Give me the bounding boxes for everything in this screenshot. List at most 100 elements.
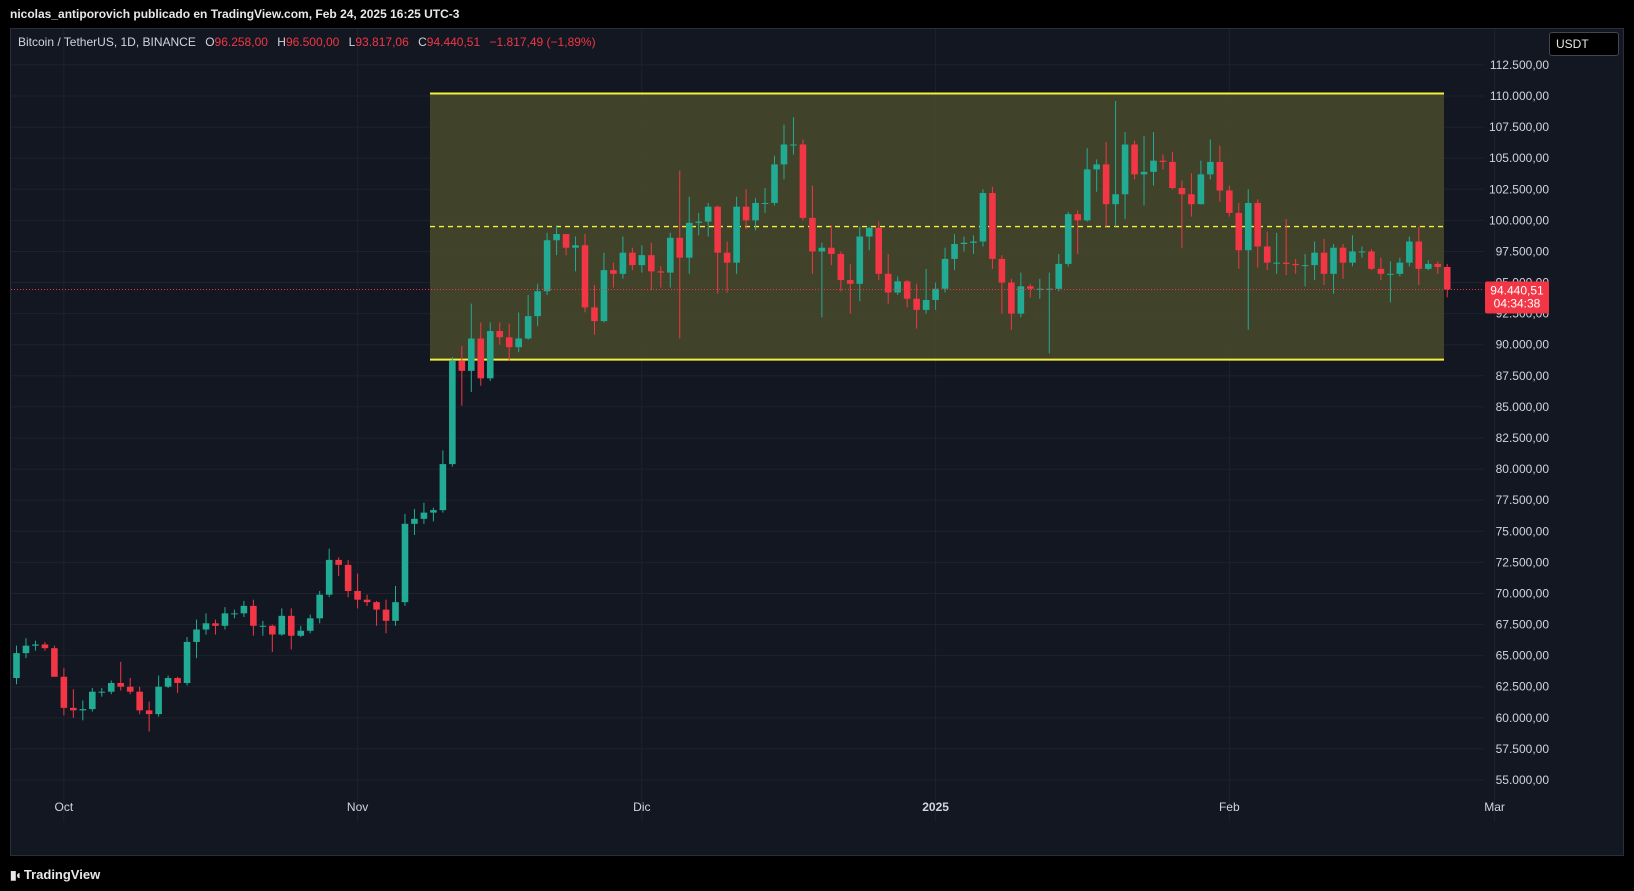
candle[interactable] xyxy=(657,266,665,288)
candle[interactable] xyxy=(306,614,314,634)
candle[interactable] xyxy=(951,234,958,271)
candle[interactable] xyxy=(335,557,342,577)
candle[interactable] xyxy=(1140,135,1148,206)
candle[interactable] xyxy=(534,283,541,327)
candle[interactable] xyxy=(325,548,333,598)
candle[interactable] xyxy=(13,645,20,685)
candle[interactable] xyxy=(638,245,646,273)
candle[interactable] xyxy=(316,590,323,624)
candle[interactable] xyxy=(619,236,627,279)
candle[interactable] xyxy=(126,678,134,695)
candle[interactable] xyxy=(259,620,267,636)
candle[interactable] xyxy=(600,252,608,323)
candle[interactable] xyxy=(524,294,532,340)
candle[interactable] xyxy=(666,232,674,288)
candle[interactable] xyxy=(1074,210,1081,254)
candle[interactable] xyxy=(392,585,399,626)
candle[interactable] xyxy=(685,196,693,274)
candle[interactable] xyxy=(704,202,712,237)
candle[interactable] xyxy=(771,155,778,206)
candle[interactable] xyxy=(1017,272,1025,318)
candle[interactable] xyxy=(51,645,58,677)
candle[interactable] xyxy=(32,640,39,651)
candle[interactable] xyxy=(1188,173,1195,217)
candle[interactable] xyxy=(136,686,143,715)
candle[interactable] xyxy=(486,322,494,381)
candle[interactable] xyxy=(363,594,371,606)
candle[interactable] xyxy=(837,251,845,292)
candle[interactable] xyxy=(1263,231,1271,271)
candle[interactable] xyxy=(344,559,352,598)
candle[interactable] xyxy=(761,188,769,213)
candle[interactable] xyxy=(913,283,920,329)
candle[interactable] xyxy=(790,117,797,155)
candle[interactable] xyxy=(183,636,191,686)
candle[interactable] xyxy=(1301,253,1309,287)
candle[interactable] xyxy=(1387,261,1394,303)
candle[interactable] xyxy=(1083,148,1091,222)
candle[interactable] xyxy=(107,680,115,695)
candle[interactable] xyxy=(1254,199,1262,268)
candle[interactable] xyxy=(1443,263,1451,298)
candle[interactable] xyxy=(818,242,826,318)
candle[interactable] xyxy=(723,241,731,293)
candle[interactable] xyxy=(164,675,172,688)
candle[interactable] xyxy=(1197,160,1205,205)
candle[interactable] xyxy=(1273,232,1280,274)
candle[interactable] xyxy=(70,689,77,718)
candle[interactable] xyxy=(477,322,485,386)
candle[interactable] xyxy=(401,513,409,606)
candle[interactable] xyxy=(250,599,257,636)
candle[interactable] xyxy=(1424,260,1432,271)
candle[interactable] xyxy=(231,609,238,619)
candle[interactable] xyxy=(752,197,759,231)
candle[interactable] xyxy=(998,255,1006,314)
candle[interactable] xyxy=(1207,139,1214,180)
candle[interactable] xyxy=(1150,132,1157,186)
candle[interactable] xyxy=(278,608,286,636)
candle[interactable] xyxy=(1235,202,1243,269)
candle[interactable] xyxy=(742,189,750,230)
candle[interactable] xyxy=(875,221,883,281)
candle[interactable] xyxy=(1339,243,1347,279)
candle[interactable] xyxy=(1311,241,1318,281)
candle[interactable] xyxy=(1121,132,1129,220)
candle[interactable] xyxy=(553,225,560,256)
candle[interactable] xyxy=(430,507,437,522)
candle[interactable] xyxy=(1377,257,1385,281)
candle[interactable] xyxy=(1244,189,1252,330)
candle[interactable] xyxy=(202,613,210,635)
candle[interactable] xyxy=(1434,261,1442,274)
candle[interactable] xyxy=(193,619,200,659)
candle[interactable] xyxy=(411,508,418,536)
candle[interactable] xyxy=(98,687,106,697)
candle[interactable] xyxy=(979,189,987,247)
candle[interactable] xyxy=(297,625,305,637)
candle[interactable] xyxy=(1055,253,1063,292)
candle[interactable] xyxy=(1027,283,1034,298)
candle[interactable] xyxy=(1349,235,1356,267)
candle[interactable] xyxy=(269,624,276,652)
candle[interactable] xyxy=(922,268,930,314)
candle[interactable] xyxy=(174,676,181,693)
candle[interactable] xyxy=(79,700,87,721)
candle[interactable] xyxy=(856,226,864,302)
candle[interactable] xyxy=(941,247,949,293)
candle[interactable] xyxy=(809,185,816,274)
candle[interactable] xyxy=(581,234,589,313)
candle[interactable] xyxy=(420,502,428,524)
candle[interactable] xyxy=(1292,258,1299,274)
candle[interactable] xyxy=(1093,159,1100,192)
candle[interactable] xyxy=(648,242,655,291)
candle[interactable] xyxy=(932,282,939,310)
candle[interactable] xyxy=(287,608,295,650)
candle[interactable] xyxy=(505,323,513,361)
candle[interactable] xyxy=(382,599,390,634)
candle[interactable] xyxy=(695,212,702,236)
candle[interactable] xyxy=(543,232,551,295)
candle[interactable] xyxy=(468,303,475,392)
candle[interactable] xyxy=(1064,211,1072,267)
candle[interactable] xyxy=(1169,151,1176,190)
candle[interactable] xyxy=(496,322,504,345)
